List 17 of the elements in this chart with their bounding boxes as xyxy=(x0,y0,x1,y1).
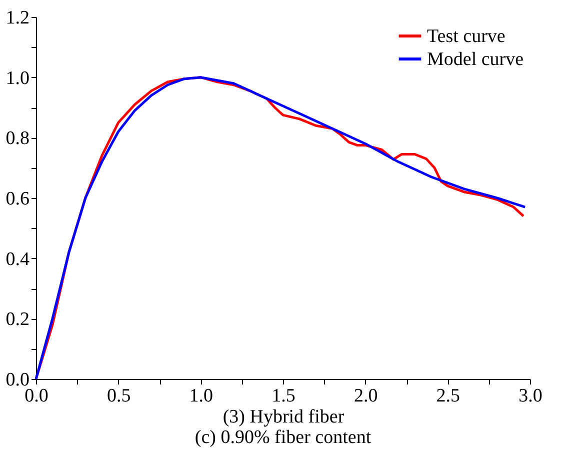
x-tick-label: 2.0 xyxy=(354,386,378,406)
x-tick-label: 3.0 xyxy=(518,386,542,406)
text: (c) 0.90% fiber content xyxy=(194,427,372,448)
legend-label: Test curve xyxy=(427,26,506,47)
legend-label: Model curve xyxy=(427,49,524,70)
x-tick-label: 1.5 xyxy=(272,386,296,406)
x-tick-label: 0.0 xyxy=(24,386,48,406)
x-tick-label: 1.0 xyxy=(189,386,214,406)
y-tick-label: 0.4 xyxy=(6,248,30,270)
y-tick-label: 0.2 xyxy=(6,309,30,330)
y-tick-label: 1.2 xyxy=(6,8,30,28)
y-tick-label: 0.8 xyxy=(6,128,30,150)
y-tick-label: 1.0 xyxy=(6,68,30,89)
y-tick-label: 0.6 xyxy=(6,188,30,210)
x-tick-label: 2.5 xyxy=(436,386,460,406)
x-axis-title: (3) Hybrid fiber xyxy=(222,406,345,428)
x-tick-label: 0.5 xyxy=(106,386,131,406)
